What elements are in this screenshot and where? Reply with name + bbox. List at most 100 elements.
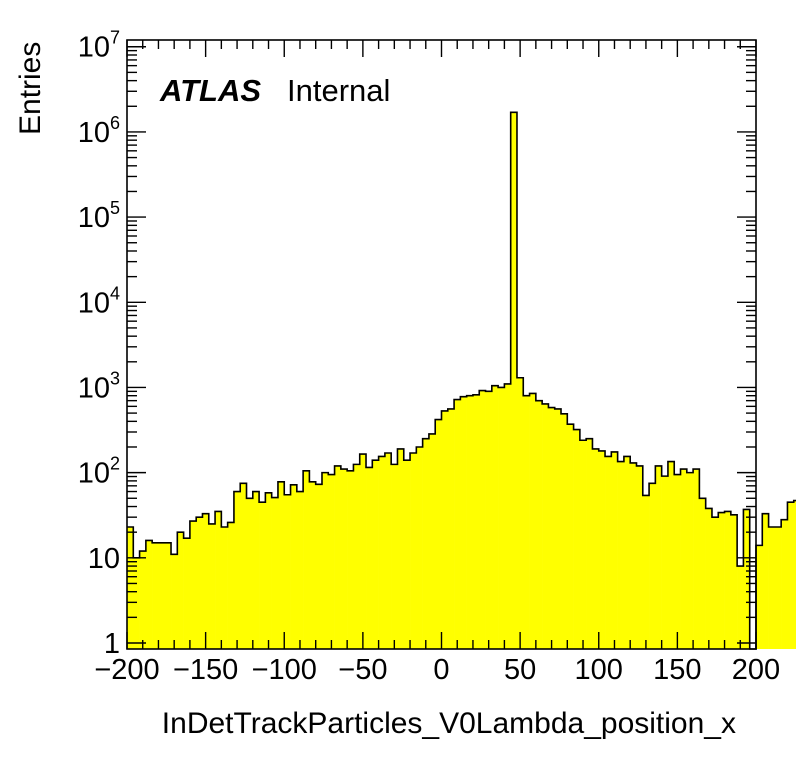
histogram-bar (686, 472, 694, 649)
histogram-bar (422, 438, 430, 649)
histogram-bar (215, 511, 222, 649)
histogram-bar (208, 523, 216, 649)
histogram-bar (623, 456, 631, 649)
histogram-bar (491, 385, 499, 649)
y-tick-label: 1 (104, 628, 120, 660)
histogram-bar (233, 491, 241, 649)
histogram-bar (189, 521, 197, 649)
histogram-bar (642, 495, 650, 649)
histogram-bar (768, 526, 776, 649)
histogram-bar (428, 433, 436, 649)
histogram-bar (183, 538, 191, 649)
histogram-bar (259, 502, 266, 649)
histogram-bar (598, 450, 606, 649)
histogram-bar (309, 481, 316, 649)
histogram-bar (372, 460, 379, 649)
histogram-bar (359, 454, 367, 649)
histogram-bar (164, 542, 172, 649)
histogram-bar (328, 474, 335, 649)
histogram-bar (240, 483, 247, 649)
histogram-bar (366, 467, 373, 649)
histogram-bar (579, 440, 587, 649)
histogram-bar (617, 461, 625, 649)
histogram-bar (460, 396, 467, 649)
histogram-bar (171, 554, 178, 649)
histogram-bar (535, 400, 543, 649)
histogram-bar (516, 377, 524, 649)
histogram-bar (246, 498, 254, 649)
y-tick-label: 105 (78, 198, 120, 234)
histogram-bar (145, 540, 153, 649)
histogram-bar (793, 500, 796, 649)
histogram-bars (127, 112, 796, 649)
histogram-bar (567, 424, 574, 649)
histogram-bar (227, 522, 235, 649)
histogram-bar (667, 461, 675, 649)
histogram-bar (347, 470, 354, 649)
histogram-bar (680, 469, 688, 649)
x-axis-title: InDetTrackParticles_V0Lambda_position_x (162, 707, 736, 740)
x-axis-ticks (126, 40, 757, 649)
histogram-bar (202, 513, 210, 649)
histogram-bar (271, 497, 279, 649)
x-tick-label: −200 (94, 654, 159, 686)
histogram-bar (711, 517, 719, 649)
x-tick-label: 150 (653, 654, 701, 686)
atlas-label: ATLAS (159, 73, 261, 108)
histogram-bar (674, 474, 681, 649)
histogram-bar (774, 526, 782, 649)
histogram-bar (504, 383, 511, 649)
histogram-bar (158, 542, 166, 649)
histogram-bar (737, 566, 744, 649)
histogram-bar (485, 391, 493, 649)
histogram-bar (705, 508, 713, 649)
histogram-bar (152, 542, 159, 649)
x-tick-label: −50 (338, 654, 387, 686)
histogram-bar (661, 476, 669, 649)
histogram-bar (454, 399, 461, 649)
histogram-bar (353, 464, 361, 649)
histogram-bar (315, 484, 323, 649)
histogram-bar (296, 491, 304, 649)
histogram-bar (435, 419, 442, 649)
y-axis-tick-labels: 1 10 102 103 104 105 106 107 (78, 28, 120, 660)
histogram-bar (542, 403, 549, 649)
histogram-bar (693, 469, 700, 649)
histogram-bar (403, 460, 411, 649)
histogram-bar (290, 484, 298, 649)
histogram-bar (592, 448, 600, 649)
histogram-bar (177, 532, 184, 649)
x-tick-label: −150 (173, 654, 238, 686)
histogram-bar (787, 502, 795, 649)
histogram-bar (479, 390, 486, 649)
histogram-bar (139, 551, 147, 649)
histogram-bar (655, 465, 662, 649)
histogram-bar (321, 472, 329, 649)
histogram-bar (762, 513, 769, 649)
y-tick-label: 104 (78, 283, 120, 319)
y-tick-label: 106 (78, 113, 120, 149)
histogram-bar (447, 408, 455, 649)
histogram-bar (334, 465, 342, 649)
histogram-bar (523, 395, 530, 649)
histogram-bar (573, 429, 581, 649)
histogram-bar (781, 519, 788, 649)
histogram-bar (630, 462, 637, 649)
histogram-bar (586, 438, 593, 649)
histogram-bar (498, 387, 505, 649)
histogram-bar (340, 469, 348, 649)
x-tick-label: 200 (732, 654, 780, 686)
histogram-bar (743, 509, 751, 649)
histogram-bar (416, 446, 423, 649)
histogram-bar (636, 465, 644, 649)
histogram-bar (127, 526, 134, 649)
histogram-bar (756, 545, 763, 649)
histogram-bar (649, 483, 656, 649)
histogram-bar (611, 451, 618, 649)
x-tick-label: 100 (575, 654, 623, 686)
histogram-bar (303, 470, 310, 649)
histogram-bar (441, 410, 449, 649)
histogram-bar (384, 453, 392, 649)
x-tick-label: 0 (433, 654, 449, 686)
